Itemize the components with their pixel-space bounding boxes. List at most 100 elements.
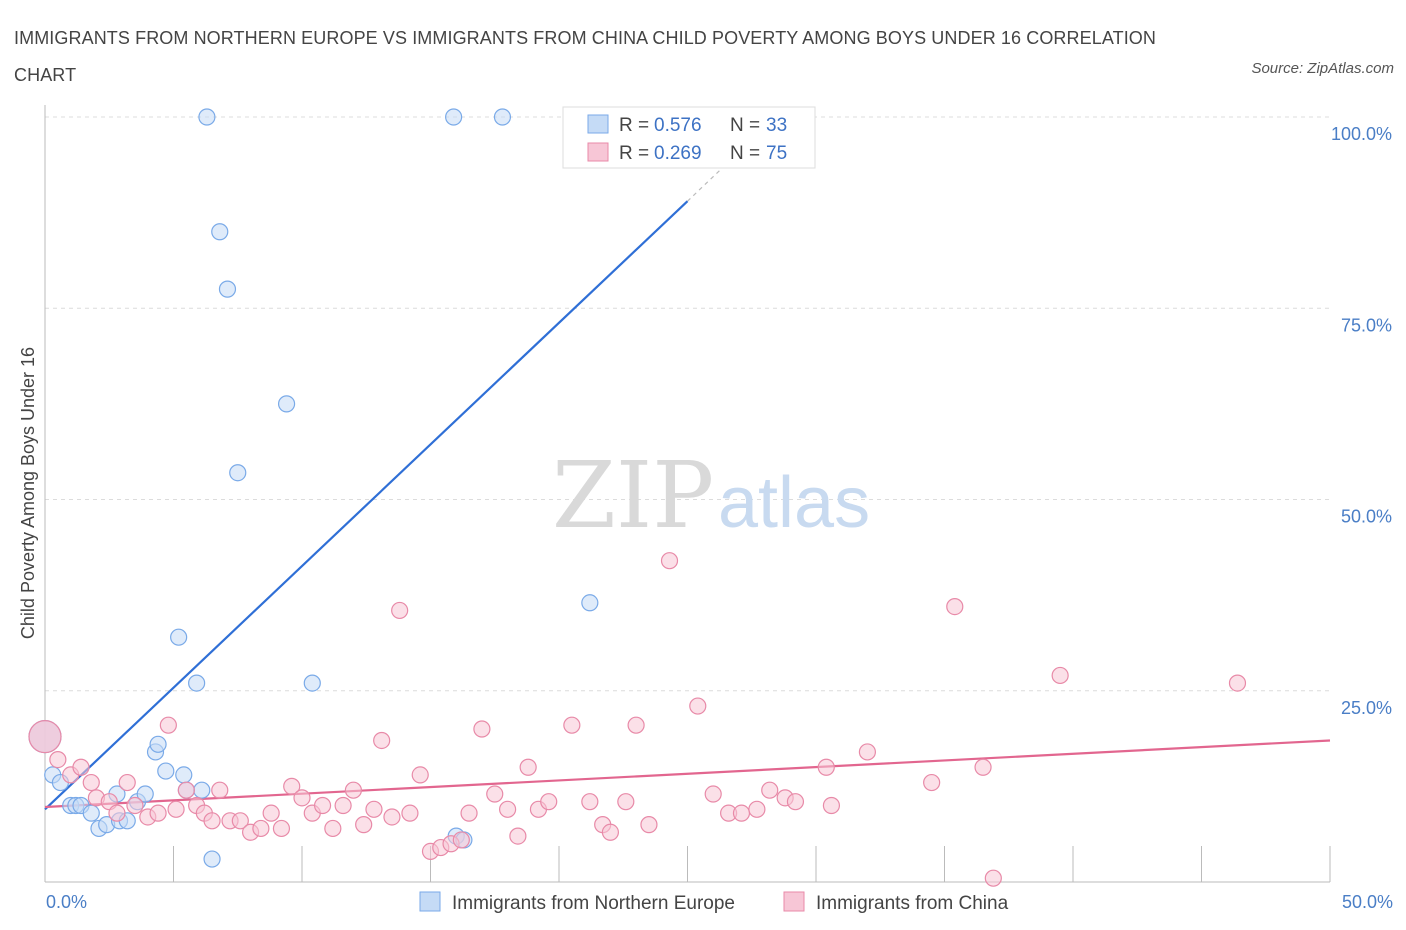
china-point-11 <box>149 804 167 822</box>
watermark-zip: ZIP <box>552 442 714 549</box>
legend-n-label-1: N = <box>730 143 760 164</box>
china-point-45 <box>486 785 504 803</box>
y-axis-label: Child Poverty Among Boys Under 16 <box>18 347 38 639</box>
northern-europe-point-20 <box>188 674 206 692</box>
northern-europe-point-19 <box>175 766 193 784</box>
northern-europe-point-24 <box>211 223 229 241</box>
series-legend-label-1: Immigrants from China <box>816 893 1009 914</box>
china-point-12 <box>159 716 177 734</box>
china-point-28 <box>313 796 332 815</box>
series-legend-swatch-0 <box>419 891 441 912</box>
x-tick-label-0: 0.0% <box>46 892 87 912</box>
china-point-36 <box>391 601 409 620</box>
china-point-52 <box>581 793 599 811</box>
legend-r-value-0: 0.576 <box>654 115 702 136</box>
y-tick-label-1: 50.0% <box>1341 507 1392 527</box>
correlation-legend: R = 0.576 N = 33 R = 0.269 N = 75 <box>562 106 816 169</box>
china-point-43 <box>460 804 478 822</box>
legend-swatch-0 <box>587 114 609 134</box>
legend-n-value-0: 33 <box>766 115 787 136</box>
northern-europe-point-16 <box>157 762 175 780</box>
china-point-60 <box>704 785 722 803</box>
watermark: ZIP atlas <box>552 442 870 549</box>
china-point-26 <box>293 789 311 807</box>
china-point-75 <box>1228 674 1247 692</box>
china-point-31 <box>344 781 362 799</box>
china-point-54 <box>601 823 620 841</box>
china-point-13 <box>167 800 185 818</box>
china-point-66 <box>786 793 805 811</box>
northern-europe-point-25 <box>218 280 237 298</box>
series-legend-label-0: Immigrants from Northern Europe <box>452 893 735 914</box>
northern-europe-point-27 <box>277 395 296 413</box>
china-point-30 <box>334 796 352 815</box>
china-point-9 <box>126 796 144 815</box>
china-point-72 <box>974 758 992 776</box>
x-tick-labels: 0.0% 50.0% <box>46 892 1393 912</box>
china-point-22 <box>252 819 270 838</box>
china-point-4 <box>82 773 100 792</box>
legend-r-label-0: R = <box>619 115 649 136</box>
axes <box>44 105 1331 883</box>
china-point-23 <box>262 804 280 822</box>
northern-europe-point-32 <box>581 594 599 612</box>
source-label: Source: ZipAtlas.com <box>1251 60 1394 77</box>
china-point-56 <box>627 716 645 734</box>
x-tick-label-1: 50.0% <box>1342 892 1393 912</box>
china-point-20 <box>231 812 249 830</box>
northern-europe-point-23 <box>203 850 221 868</box>
northern-europe-point-15 <box>149 735 167 753</box>
china-point-33 <box>365 800 383 818</box>
china-point-67 <box>817 758 835 776</box>
china-point-3 <box>72 758 90 776</box>
china-point-1 <box>49 750 67 769</box>
y-tick-label-2: 75.0% <box>1341 315 1392 335</box>
y-tick-labels: 25.0% 50.0% 75.0% 100.0% <box>1331 124 1392 718</box>
china-point-48 <box>519 758 537 776</box>
china-point-44 <box>473 720 491 738</box>
northern-europe-point-13 <box>136 785 154 803</box>
legend-swatch-1 <box>587 142 609 162</box>
legend-n-label-0: N = <box>730 115 760 136</box>
china-point-32 <box>355 816 373 834</box>
china-point-38 <box>411 766 429 784</box>
northern-europe-point-6 <box>82 804 100 822</box>
china-point-70 <box>923 773 941 792</box>
china-point-55 <box>617 793 635 811</box>
northern-europe-point-21 <box>193 781 211 799</box>
y-tick-label-0: 25.0% <box>1341 698 1392 718</box>
china-point-25 <box>283 777 301 795</box>
china-point-73 <box>984 869 1002 887</box>
china-point-58 <box>660 552 679 570</box>
northern-europe-point-29 <box>445 108 463 126</box>
chart-title: IMMIGRANTS FROM NORTHERN EUROPE VS IMMIG… <box>14 28 1157 85</box>
china-point-14 <box>177 781 195 799</box>
china-point-42 <box>452 831 470 849</box>
china-point-8 <box>118 773 136 792</box>
grid-lines <box>45 116 1330 692</box>
china-point-63 <box>748 800 766 818</box>
china-point-7 <box>108 804 126 822</box>
series-legend: Immigrants from Northern Europe Immigrant… <box>419 891 1009 914</box>
china-point-51 <box>563 716 581 734</box>
china-point-64 <box>761 781 779 799</box>
trend-line-0 <box>44 200 689 811</box>
northern-europe-point-28 <box>303 674 321 692</box>
china-point-35 <box>383 808 401 826</box>
trend-line-1 <box>44 739 1331 809</box>
china-point-47 <box>509 827 527 845</box>
northern-europe-point-30 <box>493 108 512 126</box>
china-point-34 <box>373 731 391 750</box>
china-point-18 <box>211 781 229 799</box>
watermark-atlas: atlas <box>718 463 870 543</box>
china-point-50 <box>540 793 558 811</box>
china-point-29 <box>324 819 342 838</box>
china-point-57 <box>640 816 658 834</box>
series-legend-swatch-1 <box>783 891 805 912</box>
china-point-0 <box>28 720 62 754</box>
china-point-71 <box>946 597 964 616</box>
china-point-46 <box>499 800 517 818</box>
china-point-68 <box>822 796 841 815</box>
legend-r-value-1: 0.269 <box>654 143 702 164</box>
